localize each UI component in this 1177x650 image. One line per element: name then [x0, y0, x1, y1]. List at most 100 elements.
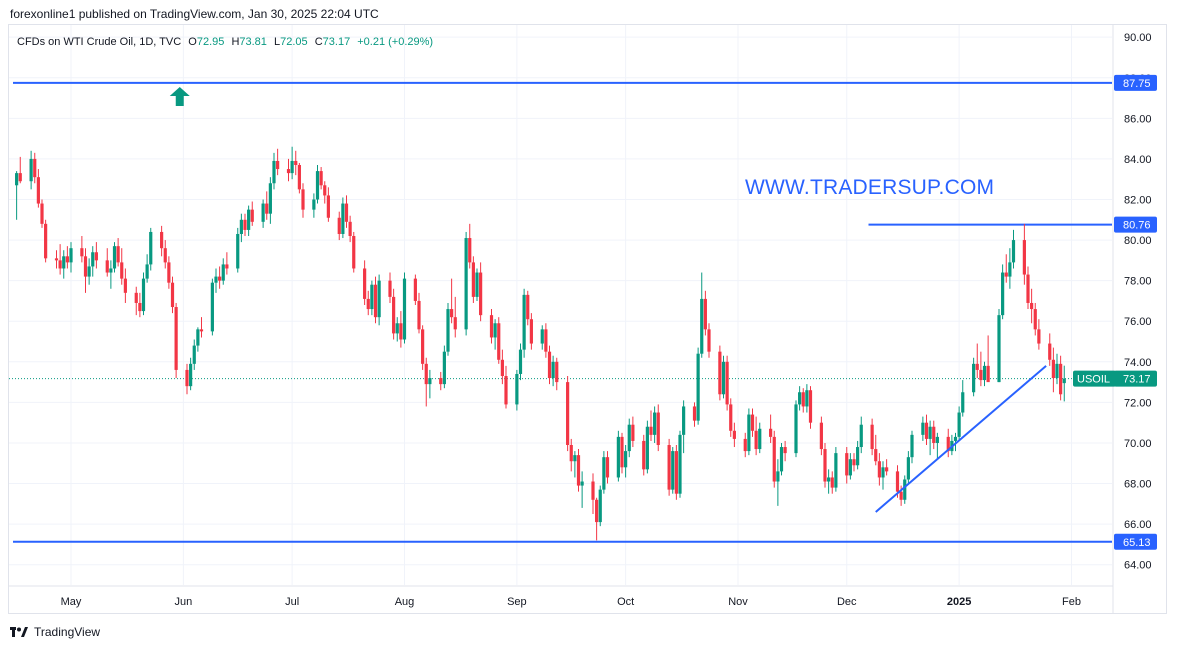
- candle-body: [986, 365, 990, 383]
- overlays: [169, 87, 1047, 513]
- candle-body: [500, 359, 504, 377]
- up-arrow-icon: [169, 87, 190, 107]
- candle-body: [518, 349, 523, 374]
- candle-body: [856, 447, 860, 466]
- current-price-badge: [1114, 370, 1157, 387]
- candle-body: [94, 252, 98, 261]
- candle-body: [392, 296, 396, 334]
- candle-body: [120, 262, 124, 279]
- candle-body: [895, 471, 900, 492]
- candle-body: [674, 451, 678, 494]
- candle-body: [366, 298, 370, 310]
- candle-body: [58, 260, 62, 269]
- candle-body: [540, 329, 544, 344]
- x-tick-label: Jun: [175, 596, 193, 608]
- candle-body: [758, 428, 762, 450]
- candle-body: [1001, 272, 1005, 316]
- candle-body: [210, 282, 214, 332]
- tradingview-brand-text: TradingView: [34, 625, 101, 639]
- candle-body: [218, 276, 222, 281]
- candle-body: [301, 189, 305, 210]
- y-tick-label: 82.00: [1124, 194, 1152, 206]
- y-tick-label: 74.00: [1124, 357, 1152, 369]
- candle-body: [265, 203, 269, 214]
- tradingview-logo-icon: [10, 627, 28, 637]
- footer-brand[interactable]: TradingView: [10, 625, 100, 639]
- candle-body: [631, 424, 635, 441]
- low-value: 72.05: [280, 36, 308, 48]
- candle-body: [54, 258, 59, 261]
- candle-body: [620, 436, 624, 468]
- y-tick-label: 78.00: [1124, 276, 1152, 288]
- candle-body: [199, 329, 204, 332]
- x-tick-label: Sep: [507, 596, 527, 608]
- candle-body: [595, 499, 599, 523]
- level-badge-text: 87.75: [1123, 78, 1151, 90]
- candle-body: [261, 203, 265, 222]
- candle-body: [678, 434, 682, 494]
- candle-body: [845, 453, 849, 476]
- close-value: 73.17: [322, 36, 351, 48]
- candle-body: [290, 160, 294, 174]
- candle-body: [344, 203, 349, 222]
- candle-body: [80, 248, 84, 257]
- ohlc-legend: CFDs on WTI Crude Oil, 1D, TVC O72.95 H7…: [17, 36, 433, 48]
- candle-body: [1030, 302, 1034, 310]
- candle-body: [413, 278, 417, 301]
- candle-body: [696, 353, 700, 421]
- candle-body: [116, 246, 120, 263]
- candle-body: [464, 238, 468, 330]
- candle-body: [388, 280, 392, 297]
- candle-body: [627, 424, 631, 452]
- candle-body: [924, 422, 929, 439]
- candle-body: [1048, 343, 1052, 360]
- candle-body: [649, 426, 653, 435]
- candle-body: [946, 436, 950, 452]
- y-tick-label: 64.00: [1124, 560, 1152, 572]
- candle-body: [957, 412, 961, 437]
- symbol-badge-text: USOIL: [1077, 374, 1110, 386]
- candle-body: [573, 455, 577, 462]
- candle-body: [134, 292, 138, 303]
- candle-body: [225, 264, 229, 269]
- y-tick-label: 80.00: [1124, 235, 1152, 247]
- candle-body: [489, 315, 494, 338]
- candle-body: [555, 361, 559, 383]
- candle-body: [471, 262, 475, 297]
- candle-body: [421, 329, 425, 364]
- candle-body: [953, 436, 958, 441]
- candle-body: [827, 477, 831, 482]
- candle-body: [515, 373, 519, 405]
- candle-body: [794, 404, 798, 454]
- candle-body: [65, 256, 69, 263]
- published-info: forexonline1 published on TradingView.co…: [10, 7, 379, 21]
- candle-body: [885, 467, 889, 472]
- y-tick-label: 86.00: [1124, 113, 1152, 125]
- candle-body: [805, 390, 809, 407]
- current-price-badge-text: 73.17: [1123, 374, 1151, 386]
- website-watermark: WWW.TRADERSUP.COM: [745, 176, 995, 199]
- candle-body: [315, 171, 320, 200]
- x-tick-label: Aug: [395, 596, 415, 608]
- candle-body: [823, 449, 827, 482]
- candle-body: [834, 453, 838, 488]
- candle-body: [580, 481, 584, 486]
- candle-body: [1055, 363, 1059, 379]
- candle-body: [69, 248, 73, 263]
- candle-body: [504, 376, 508, 405]
- candle-body: [341, 203, 345, 234]
- candle-body: [377, 280, 381, 318]
- candle-body: [881, 467, 885, 478]
- candle-body: [337, 217, 341, 234]
- candle-body: [83, 256, 88, 277]
- candle-body: [598, 489, 602, 523]
- candle-body: [439, 378, 443, 385]
- candle-body: [1051, 359, 1055, 379]
- candle-body: [729, 404, 733, 431]
- candle-body: [475, 272, 479, 297]
- candle-body: [286, 169, 291, 174]
- candle-body: [33, 158, 37, 178]
- candle-body: [972, 363, 976, 393]
- candle-body: [323, 185, 327, 196]
